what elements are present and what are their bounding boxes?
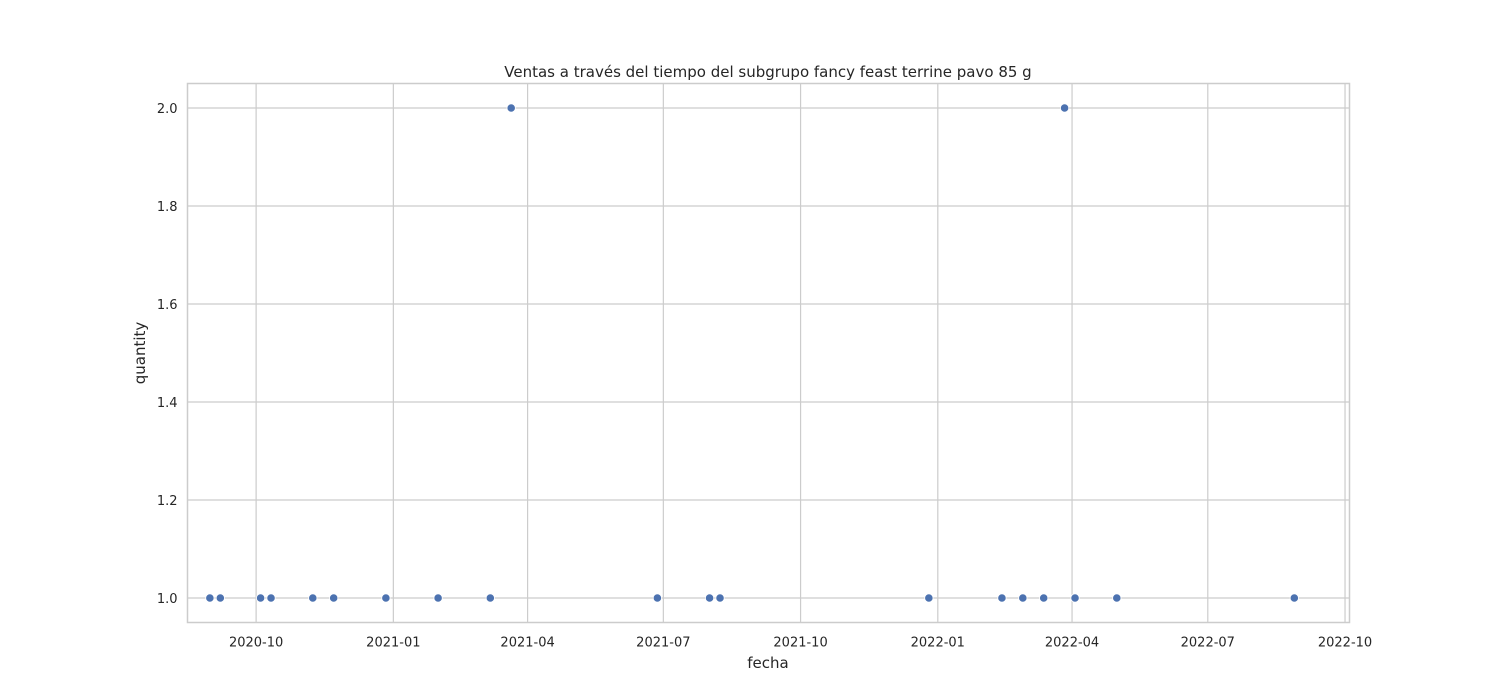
x-axis-label: fecha (747, 654, 788, 672)
data-points (205, 103, 1299, 603)
y-axis-label: quantity (131, 322, 149, 385)
x-tick-labels: 2020-10 2021-01 2021-04 2021-07 2021-10 2022-… (229, 636, 1372, 651)
data-point (1018, 593, 1028, 603)
y-tick-label: 1.0 (157, 592, 178, 607)
data-point (308, 593, 318, 603)
x-tick-label: 2022-04 (1045, 636, 1099, 651)
data-point (381, 593, 391, 603)
plot-frame (186, 82, 1351, 624)
y-tick-label: 1.6 (157, 298, 178, 313)
data-point (433, 593, 443, 603)
y-tick-label: 1.8 (157, 200, 178, 215)
x-tick-label: 2021-07 (636, 636, 690, 651)
y-tick-labels: 1.0 1.2 1.4 1.6 1.8 2.0 (157, 102, 178, 607)
x-tick-label: 2021-01 (366, 636, 420, 651)
x-tick-label: 2022-10 (1318, 636, 1372, 651)
x-tick-label: 2021-04 (500, 636, 554, 651)
grid-lines (187, 83, 1350, 623)
y-tick-label: 1.4 (157, 396, 178, 411)
y-tick-label: 2.0 (157, 102, 178, 117)
data-point (1112, 593, 1122, 603)
data-point (255, 593, 266, 603)
y-tick-label: 1.2 (157, 494, 178, 509)
data-point (715, 593, 725, 603)
x-tick-label: 2022-01 (911, 636, 965, 651)
data-point (485, 593, 495, 603)
data-point (652, 593, 662, 603)
data-point (924, 593, 934, 603)
data-point (215, 593, 225, 603)
data-point (205, 593, 215, 603)
data-point (1289, 593, 1299, 603)
x-tick-label: 2022-07 (1181, 636, 1235, 651)
x-tick-label: 2020-10 (229, 636, 283, 651)
chart-title: Ventas a través del tiempo del subgrupo … (504, 63, 1031, 81)
data-point (506, 103, 516, 113)
data-point (1070, 593, 1080, 603)
data-point (266, 593, 276, 603)
data-point (329, 593, 339, 603)
data-point (997, 593, 1007, 603)
x-tick-label: 2021-10 (773, 636, 827, 651)
data-point (1039, 593, 1049, 603)
data-point (1059, 103, 1070, 113)
data-point (704, 593, 715, 603)
